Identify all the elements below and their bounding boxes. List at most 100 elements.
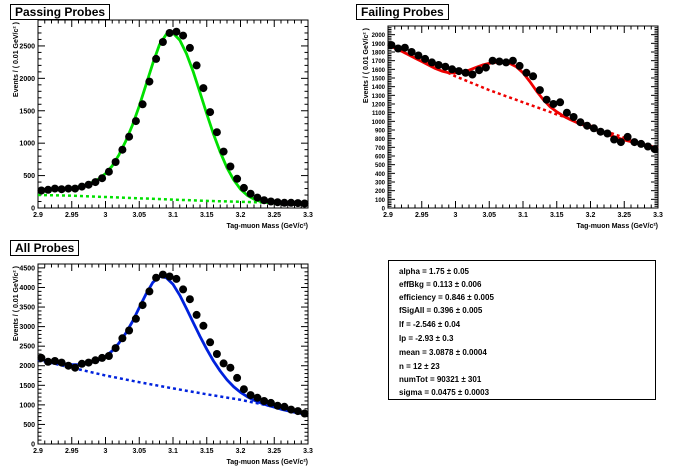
data-point [589,124,598,133]
data-point [64,184,73,193]
data-point [515,61,524,70]
data-point [64,361,73,370]
data-point [138,100,147,109]
param-alpha: alpha = 1.75 ± 0.05 [399,267,469,276]
data-point [400,43,409,52]
data-point [158,270,167,279]
data-point [179,285,188,294]
y-tick-label: 4500 [19,265,35,272]
data-point [246,391,255,400]
y-tick-label: 1800 [372,51,386,57]
data-point [206,338,215,347]
data-point [50,357,59,365]
data-point [44,185,53,194]
x-tick-label: 3.1 [518,212,528,219]
data-point [212,350,221,358]
data-point [233,373,242,382]
data-point [273,401,282,410]
data-point [233,174,242,183]
data-point [280,198,289,207]
data-point [414,51,423,60]
x-tick-label: 3.2 [236,212,246,219]
x-tick-label: 2.95 [65,448,79,455]
y-axis-title: Events / ( 0.01 GeV/c² ) [13,22,20,97]
data-point [165,272,174,281]
data-point [77,182,86,191]
y-tick-label: 3000 [19,324,35,331]
data-point [185,295,194,304]
y-tick-label: 1100 [372,111,386,117]
data-point [158,38,167,46]
data-point [562,108,571,117]
data-point [266,197,275,206]
data-point [569,113,578,121]
param-fsigall: fSigAll = 0.396 ± 0.005 [399,306,483,315]
passing-probes-title: Passing Probes [10,4,111,20]
y-tick-label: 1000 [19,141,35,148]
data-point [192,61,201,70]
y-tick-label: 100 [375,198,386,204]
data-point [253,193,262,202]
data-point [185,43,194,52]
data-point [131,314,140,323]
data-point [260,196,269,205]
y-tick-label: 500 [23,422,35,429]
x-tick-label: 3.15 [550,212,564,219]
data-point [434,61,443,69]
data-point [273,198,282,207]
data-point [172,27,181,36]
y-axis-title: Events / ( 0.01 GeV/c² ) [363,28,370,103]
x-tick-label: 3.1 [168,212,178,219]
param-n: n = 12 ± 23 [399,362,440,371]
data-point [104,167,113,176]
y-tick-label: 800 [375,137,386,143]
data-point [630,138,639,147]
param-lf: lf = -2.546 ± 0.04 [399,320,461,329]
data-point [179,31,188,40]
data-point [57,358,66,367]
data-point [84,180,93,189]
data-point [145,77,154,86]
y-tick-label: 1600 [372,68,386,74]
x-tick-label: 3.2 [586,212,596,219]
data-point [37,353,46,362]
plot-frame [37,19,309,209]
param-numtot: numTot = 90321 ± 301 [399,375,482,384]
x-axis-title: Tag-muon Mass (GeV/c²) [226,223,308,230]
x-tick-label: 3.25 [617,212,631,219]
x-tick-label: 3.2 [236,448,246,455]
x-tick-label: 2.9 [33,212,43,219]
data-point [91,178,100,187]
x-tick-label: 3 [454,212,458,219]
data-point [111,344,120,353]
data-point [239,385,248,394]
data-point [260,397,269,405]
y-tick-label: 200 [375,189,386,195]
param-mean: mean = 3.0878 ± 0.0004 [399,348,487,357]
data-point [206,108,215,117]
y-tick-label: 1000 [372,120,386,126]
data-point [596,127,605,136]
x-axis-title: Tag-muon Mass (GeV/c²) [576,223,658,230]
failing-probes-chart: 2.9 2.95 3 3.05 3.1 3.15 3.2 3.25 3.3 0 100 200 300 4… [363,25,663,230]
y-tick-label: 0 [382,207,386,213]
data-point [172,274,181,283]
y-tick-label: 300 [375,181,386,187]
data-point [454,67,463,76]
data-point [583,121,592,130]
data-point [300,199,309,208]
data-point [502,58,511,67]
param-lp: lp = -2.93 ± 0.3 [399,334,454,343]
data-point [468,70,477,79]
data-point [152,54,161,63]
data-point [300,409,309,418]
y-tick-label: 1400 [372,85,386,91]
data-point [91,356,100,365]
y-tick-label: 1200 [372,103,386,109]
data-point [44,357,53,366]
data-point [643,142,652,151]
y-tick-label: 4000 [19,285,35,292]
plot-frame [37,263,309,445]
y-tick-label: 2000 [19,363,35,370]
data-point [118,145,127,154]
